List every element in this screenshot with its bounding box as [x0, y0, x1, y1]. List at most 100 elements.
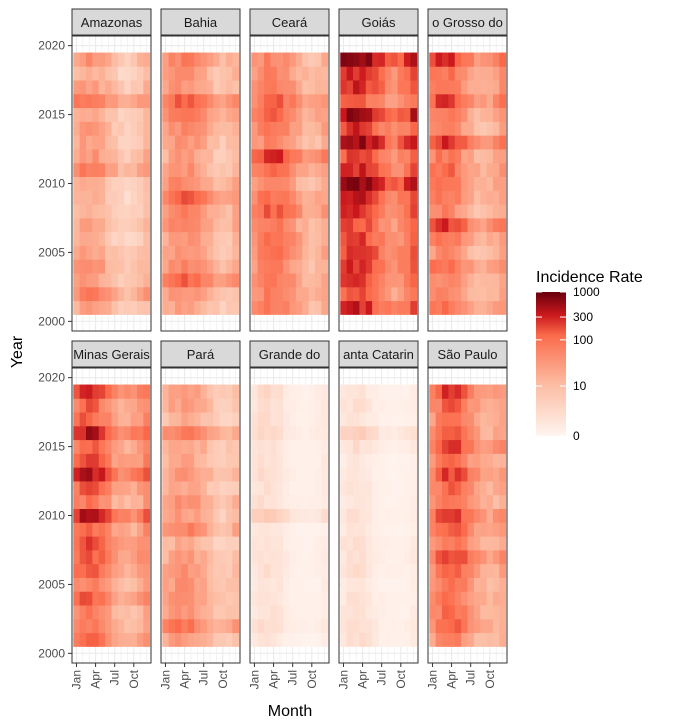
heatmap-tile — [162, 66, 170, 81]
heatmap-tile — [270, 605, 278, 620]
heatmap-tile — [372, 300, 379, 315]
heatmap-tile — [219, 107, 227, 122]
heatmap-tile — [251, 618, 259, 634]
heatmap-tile — [232, 107, 240, 122]
heatmap-tile — [181, 425, 189, 441]
heatmap-tile — [302, 591, 310, 606]
heatmap-tile — [314, 66, 322, 81]
heatmap-tile — [289, 425, 297, 441]
heatmap-tile — [353, 121, 360, 136]
heatmap-tile — [143, 467, 151, 482]
x-tick-label: Jul — [197, 670, 211, 685]
heatmap-tile — [448, 52, 456, 67]
heatmap-tile — [467, 66, 475, 81]
heatmap-tile — [295, 563, 303, 578]
heatmap-tile — [365, 259, 373, 274]
heatmap-tile — [124, 563, 132, 578]
heatmap-tile — [136, 632, 144, 647]
facet-panel: São Paulo — [427, 340, 508, 664]
heatmap-tile — [162, 286, 170, 302]
panel-border — [249, 35, 330, 332]
heatmap-tile — [105, 204, 112, 219]
heatmap-tile — [461, 632, 468, 647]
heatmap-tile — [467, 508, 475, 523]
heatmap-tile — [365, 563, 373, 578]
heatmap-tile — [365, 176, 373, 191]
heatmap-tile — [442, 384, 449, 399]
heatmap-tile — [187, 80, 195, 95]
heatmap-tile — [232, 494, 240, 510]
heatmap-tile — [73, 121, 81, 136]
heatmap-tile — [442, 439, 449, 454]
heatmap-tile — [442, 618, 449, 634]
heatmap-tile — [124, 107, 132, 122]
heatmap-tile — [206, 149, 214, 164]
heatmap-tile — [105, 300, 112, 315]
heatmap-tile — [168, 66, 176, 81]
heatmap-tile — [124, 425, 132, 441]
heatmap-tile — [467, 162, 475, 178]
heatmap-tile — [117, 618, 125, 634]
heatmap-tile — [492, 93, 500, 109]
heatmap-tile — [295, 162, 303, 178]
heatmap-tile — [264, 107, 271, 122]
heatmap-tile — [321, 286, 329, 302]
heatmap-tile — [251, 508, 259, 523]
heatmap-tile — [117, 121, 125, 136]
heatmap-tile — [117, 522, 125, 537]
heatmap-tile — [162, 618, 170, 634]
heatmap-tile — [302, 549, 310, 565]
heatmap-tile — [314, 425, 322, 441]
heatmap-tile — [187, 522, 195, 537]
heatmap-tile — [391, 536, 399, 551]
legend-label: 300 — [573, 310, 593, 324]
heatmap-tile — [295, 439, 303, 454]
heatmap-tile — [321, 204, 329, 219]
heatmap-tile — [499, 508, 507, 523]
heatmap-tile — [353, 453, 360, 468]
heatmap-tile — [372, 384, 379, 399]
heatmap-tile — [410, 273, 418, 288]
heatmap-tile — [448, 384, 456, 399]
heatmap-tile — [79, 412, 87, 427]
heatmap-tile — [429, 605, 437, 620]
heatmap-tile — [92, 467, 100, 482]
heatmap-tile — [397, 439, 405, 454]
heatmap-tile — [92, 494, 100, 510]
heatmap-tile — [194, 536, 201, 551]
heatmap-tile — [429, 481, 437, 496]
heatmap-tile — [461, 190, 468, 205]
heatmap-tile — [219, 522, 227, 537]
heatmap-tile — [124, 66, 132, 81]
heatmap-tile — [162, 176, 170, 191]
heatmap-tile — [270, 66, 278, 81]
heatmap-tile — [480, 204, 488, 219]
heatmap-tile — [410, 618, 418, 634]
heatmap-tile — [143, 259, 151, 274]
heatmap-tile — [130, 467, 138, 482]
heatmap-tile — [384, 286, 392, 302]
heatmap-tile — [194, 494, 201, 510]
heatmap-tile — [283, 245, 290, 260]
heatmap-tile — [200, 412, 208, 427]
heatmap-tile — [232, 162, 240, 178]
heatmap-tile — [257, 481, 265, 496]
heatmap-tile — [200, 204, 208, 219]
heatmap-tile — [486, 176, 494, 191]
heatmap-tile — [359, 453, 367, 468]
heatmap-tile — [378, 149, 386, 164]
heatmap-tile — [353, 286, 360, 302]
heatmap-tile — [473, 190, 481, 205]
heatmap-tile — [105, 162, 112, 178]
heatmap-tile — [289, 149, 297, 164]
heatmap-tile — [467, 52, 475, 67]
heatmap-tile — [213, 259, 221, 274]
heatmap-tile — [473, 632, 481, 647]
facet-strip-label: Grande do — [259, 347, 320, 362]
heatmap-tile — [98, 231, 106, 246]
heatmap-tile — [486, 300, 494, 315]
heatmap-tile — [435, 245, 443, 260]
heatmap-tile — [232, 52, 240, 67]
heatmap-tile — [213, 508, 221, 523]
heatmap-tile — [454, 618, 462, 634]
